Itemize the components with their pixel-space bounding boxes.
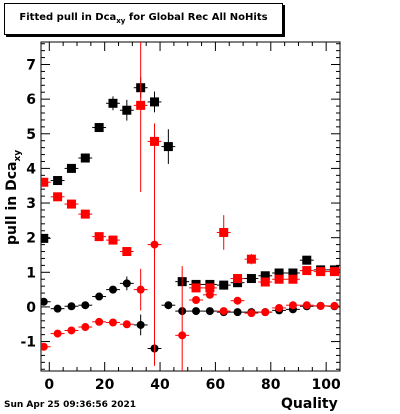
square-marker — [191, 283, 201, 293]
circle-marker — [108, 285, 117, 294]
square-marker — [136, 100, 146, 110]
square-marker — [108, 98, 118, 108]
circle-marker — [67, 326, 76, 335]
y-tick-label: 1 — [26, 265, 36, 281]
circle-marker — [233, 308, 242, 317]
y-tick-label: 4 — [26, 161, 36, 177]
x-tick-label: 100 — [312, 377, 341, 393]
y-tick-label: 5 — [26, 127, 36, 143]
square-marker — [260, 271, 270, 281]
square-marker — [205, 283, 215, 293]
x-tick-label: 20 — [95, 377, 115, 393]
square-marker — [150, 97, 160, 107]
y-axis-label: pull in Dcaxy — [4, 149, 23, 245]
circle-marker — [233, 296, 242, 305]
x-tick-label: 0 — [44, 377, 54, 393]
circle-marker — [95, 292, 104, 301]
circle-marker — [122, 320, 131, 329]
square-marker — [94, 232, 104, 242]
square-marker — [219, 280, 229, 290]
circle-marker — [95, 317, 104, 326]
square-marker — [80, 209, 90, 219]
circle-marker — [41, 297, 48, 306]
square-marker — [260, 277, 270, 287]
circle-marker — [205, 307, 214, 316]
circle-marker — [178, 331, 187, 340]
circle-marker — [53, 304, 62, 313]
y-tick-label: 6 — [26, 92, 36, 108]
square-marker — [122, 105, 132, 115]
circle-marker — [219, 307, 228, 316]
square-marker — [316, 267, 326, 277]
circle-marker — [164, 301, 173, 310]
circle-marker — [288, 301, 297, 310]
data-points — [41, 42, 340, 371]
circle-marker — [53, 329, 62, 338]
square-marker — [66, 163, 76, 173]
square-marker — [163, 142, 173, 152]
x-tick-label: 80 — [261, 377, 281, 393]
square-marker — [53, 176, 63, 186]
square-marker — [41, 177, 49, 187]
circle-marker — [205, 290, 214, 299]
circle-marker — [275, 303, 284, 312]
circle-marker — [41, 342, 48, 351]
square-marker — [108, 235, 118, 245]
square-marker — [219, 227, 229, 237]
y-tick-label: 0 — [26, 300, 36, 316]
square-marker — [80, 153, 90, 163]
circle-marker — [122, 279, 131, 288]
square-marker — [122, 247, 132, 257]
circle-marker — [136, 320, 145, 329]
circle-marker — [316, 301, 325, 310]
y-tick-label: 3 — [26, 196, 36, 212]
square-marker — [302, 255, 312, 265]
circle-marker — [192, 296, 201, 305]
chart-title-box: Fitted pull in Dcaxy for Global Rec All … — [4, 3, 283, 35]
x-tick-label: 40 — [150, 377, 170, 393]
circle-marker — [247, 309, 256, 318]
chart-title: Fitted pull in Dcaxy for Global Rec All … — [19, 12, 268, 25]
square-marker — [302, 266, 312, 276]
square-marker — [41, 233, 49, 243]
square-marker — [246, 254, 256, 264]
circle-marker — [150, 240, 159, 249]
square-marker — [288, 268, 298, 278]
square-marker — [66, 199, 76, 209]
square-marker — [274, 274, 284, 284]
circle-marker — [108, 318, 117, 327]
datestamp: Sun Apr 25 09:36:56 2021 — [4, 400, 137, 410]
y-tick-label: 7 — [26, 58, 36, 74]
circle-marker — [81, 301, 90, 310]
circle-marker — [192, 307, 201, 316]
x-axis-label: Quality — [281, 396, 338, 412]
circle-marker — [330, 301, 339, 310]
square-marker — [274, 268, 284, 278]
square-marker — [233, 274, 243, 284]
square-marker — [329, 267, 339, 277]
circle-marker — [136, 285, 145, 294]
y-tick-label: 2 — [26, 231, 36, 247]
plot-frame — [40, 41, 341, 372]
circle-marker — [67, 302, 76, 311]
circle-marker — [81, 323, 90, 332]
y-tick-label: -1 — [20, 335, 36, 351]
square-marker — [53, 192, 63, 202]
square-marker — [246, 274, 256, 284]
circle-marker — [302, 301, 311, 310]
square-marker — [94, 123, 104, 133]
circle-marker — [261, 308, 270, 317]
x-tick-label: 60 — [206, 377, 226, 393]
square-marker — [288, 274, 298, 284]
